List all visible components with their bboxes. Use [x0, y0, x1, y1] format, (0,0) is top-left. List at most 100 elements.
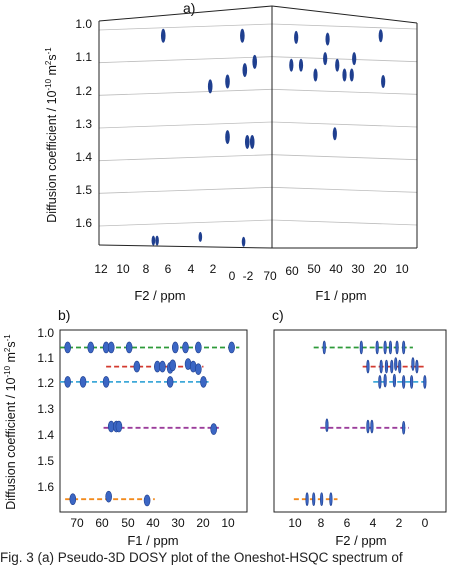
data-point — [133, 360, 141, 373]
panel-b-x-ticks: 70 60 50 40 30 20 10 — [70, 516, 235, 530]
panel-a-f2-tick: 6 — [165, 262, 172, 276]
panel-a-floor-front-edge — [98, 244, 273, 249]
panel-a-f1-tick: 70 — [263, 269, 277, 283]
data-point — [115, 420, 123, 433]
panel-a-f2-ticks: 12 10 8 6 4 2 0 -2 — [94, 262, 253, 283]
spot — [342, 68, 347, 82]
spot — [249, 134, 255, 149]
y-label-main: Diffusion coefficient / 10 — [4, 377, 18, 509]
spot — [240, 28, 245, 43]
grid-line — [271, 56, 418, 63]
panel-b-x-label: F1 / ppm — [127, 533, 178, 548]
data-point — [182, 341, 189, 354]
y-label-tail-exp: -1 — [44, 47, 53, 55]
data-point — [79, 376, 87, 388]
panel-b-y-tick: 1.1 — [37, 351, 54, 365]
data-point — [392, 373, 397, 388]
data-point — [64, 376, 71, 388]
grid-line — [98, 186, 273, 194]
panel-b-x-tick: 30 — [171, 516, 185, 530]
data-point — [64, 341, 71, 354]
panel-c-x-tick: 8 — [318, 516, 325, 530]
panel-a-f2-tick: 8 — [143, 262, 150, 276]
spot — [289, 58, 294, 72]
panel-a-f1-tick: 10 — [395, 262, 409, 276]
dosy-figure: a) 1.0 1.1 1.2 1.3 1.4 1.5 1.6 Diffusion… — [3, 0, 447, 548]
panel-c-x-tick: 2 — [396, 516, 403, 530]
data-point — [69, 493, 77, 506]
panel-b-frame — [59, 329, 248, 513]
grid-line — [271, 23, 418, 30]
panel-a-f2-tick: 12 — [94, 262, 108, 276]
panel-a-y-tick: 1.5 — [75, 183, 92, 197]
panel-b-x-tick: 20 — [196, 516, 210, 530]
panel-a-y-tick: 1.3 — [75, 117, 92, 131]
panel-b-x-tick: 60 — [95, 516, 109, 530]
data-point — [395, 340, 399, 355]
spot — [325, 32, 330, 46]
grid-line — [271, 121, 418, 128]
data-point — [375, 340, 379, 355]
data-point — [379, 359, 383, 374]
data-point — [388, 340, 393, 355]
grid-line — [98, 154, 273, 162]
panel-a-spots — [151, 28, 386, 247]
panel-c-x-tick: 4 — [370, 516, 377, 530]
grid-line — [271, 219, 418, 226]
y-label-main: Diffusion coefficient / 10 — [45, 90, 59, 222]
spot — [381, 75, 386, 89]
panel-a-top-left-edge — [98, 5, 273, 22]
panel-a-f1-tick: 20 — [373, 262, 387, 276]
data-point — [322, 340, 326, 355]
panel-c-x-tick: 0 — [422, 516, 429, 530]
panel-b-y-ticks: 1.0 1.1 1.2 1.3 1.4 1.5 1.6 — [37, 326, 54, 494]
data-point — [402, 340, 406, 355]
panel-a-f2-tick: -2 — [243, 269, 254, 283]
panel-a-box — [98, 5, 418, 249]
panel-b-y-axis-label: Diffusion coefficient / 10-10 m2s-1 — [3, 334, 18, 510]
panel-a-y-tick: 1.1 — [75, 50, 92, 64]
grid-line — [271, 88, 418, 95]
panel-a-f1-tick: 30 — [351, 262, 365, 276]
data-point — [411, 357, 415, 371]
data-point — [394, 357, 398, 371]
data-point — [329, 492, 333, 507]
y-label-tail: s — [4, 341, 18, 347]
panel-b-y-tick: 1.4 — [37, 428, 54, 442]
panel-b-label: b) — [58, 307, 70, 323]
data-point — [305, 492, 309, 507]
data-point — [228, 341, 235, 354]
data-point — [410, 375, 414, 389]
data-point — [383, 340, 387, 355]
y-label-unit: m — [4, 352, 18, 366]
y-label-exp: -10 — [44, 78, 53, 90]
panel-b-y-tick: 1.6 — [37, 480, 54, 494]
spot — [323, 52, 328, 66]
data-point — [398, 359, 402, 374]
data-point — [107, 341, 115, 354]
spot — [225, 130, 230, 145]
data-point — [200, 376, 207, 388]
data-point — [390, 359, 394, 374]
panel-a-y-tick: 1.6 — [75, 216, 92, 230]
data-point — [366, 359, 370, 374]
grid-line — [271, 154, 418, 161]
panel-a-f1-tick: 40 — [329, 262, 343, 276]
y-label-unit: m — [45, 65, 59, 79]
panel-a-y-ticks: 1.0 1.1 1.2 1.3 1.4 1.5 1.6 — [75, 17, 92, 230]
spot — [241, 236, 246, 247]
spot — [349, 68, 354, 82]
data-point — [169, 359, 177, 372]
panel-a-f2-tick: 0 — [229, 269, 236, 283]
panel-c: c) 10 8 6 4 2 0 F2 / ppm — [272, 307, 447, 548]
panel-c-x-tick: 10 — [288, 516, 302, 530]
data-point — [143, 494, 151, 507]
panel-a-label: a) — [183, 0, 195, 16]
spot — [225, 74, 230, 89]
panel-a-f1-label: F1 / ppm — [315, 288, 366, 303]
data-point — [195, 363, 202, 375]
spot — [244, 134, 250, 149]
y-label-tail-exp: -1 — [3, 334, 12, 342]
panel-a-f2-tick: 4 — [188, 262, 195, 276]
grid-line — [271, 186, 418, 193]
